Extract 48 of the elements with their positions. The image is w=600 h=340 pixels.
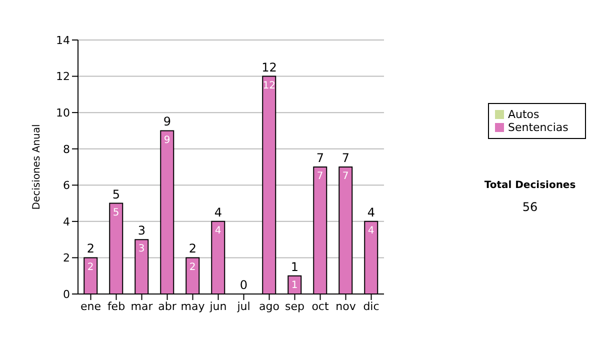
data-label: 1: [291, 280, 298, 291]
data-label: 2: [87, 262, 94, 273]
x-tick-label: feb: [107, 300, 126, 313]
y-tick-label: 12: [56, 70, 70, 84]
data-label: 7: [316, 171, 324, 182]
total-label: 1: [290, 260, 299, 274]
total-label: 7: [316, 151, 324, 165]
total-label: 3: [138, 224, 146, 238]
data-label: 2: [189, 262, 196, 273]
total-label: 5: [112, 187, 120, 202]
y-tick-label: 8: [63, 142, 70, 156]
x-tick-label: oct: [312, 300, 330, 313]
data-label: 9: [164, 134, 170, 146]
x-tick-label: ene: [80, 300, 102, 313]
legend-label: Autos: [508, 108, 540, 121]
x-tick-label: mar: [130, 300, 154, 313]
x-tick-label: nov: [336, 300, 356, 313]
total-label: 12: [262, 60, 277, 74]
total-label: 0: [240, 278, 248, 292]
legend-label: Sentencias: [508, 121, 568, 134]
y-tick-label: 14: [56, 34, 70, 47]
x-tick-label: jul: [236, 300, 250, 313]
y-tick-label: 0: [63, 288, 70, 301]
total-label: 9: [163, 114, 172, 129]
data-label: 7: [342, 171, 349, 182]
x-tick-label: dic: [363, 300, 380, 313]
total-label: 7: [342, 151, 350, 165]
text: Total Decisiones: [483, 180, 577, 191]
total-label: 4: [367, 205, 376, 220]
data-label: 4: [214, 226, 222, 237]
y-tick-label: 4: [63, 215, 70, 228]
x-tick-label: ago: [259, 300, 280, 313]
x-tick-label: may: [180, 300, 206, 313]
data-label: 4: [368, 226, 374, 237]
x-tick-label: jun: [208, 300, 227, 313]
y-axis-title: Decisiones Anual: [32, 124, 43, 210]
x-tick-label: abr: [158, 300, 177, 313]
data-label: 12: [262, 80, 276, 92]
text: 56: [521, 200, 539, 214]
total-label: 2: [86, 242, 95, 256]
data-label: 5: [112, 207, 120, 218]
y-tick-label: 10: [56, 106, 70, 120]
x-tick-label: sep: [285, 300, 305, 313]
y-tick-label: 6: [63, 179, 70, 192]
total-label: 4: [214, 205, 222, 220]
y-tick-label: 2: [63, 252, 70, 265]
total-label: 2: [188, 242, 197, 256]
data-label: 3: [138, 244, 145, 255]
